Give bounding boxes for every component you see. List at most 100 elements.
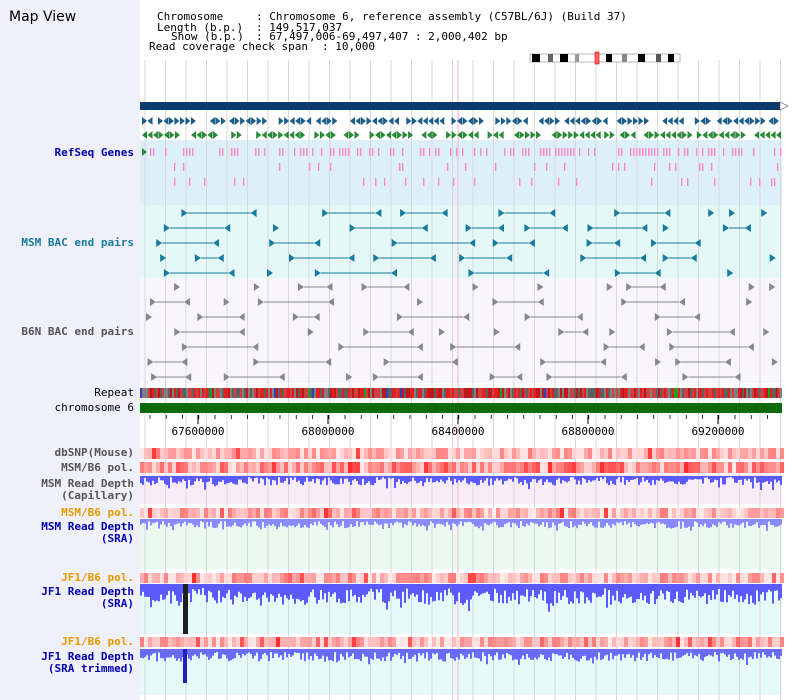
depth-bar [580, 476, 582, 485]
heat-cell [196, 462, 200, 473]
repeat-segment [608, 388, 610, 398]
depth-bar [294, 649, 296, 653]
depth-bar [656, 519, 658, 523]
depth-bar [572, 584, 574, 604]
repeat-segment [762, 388, 764, 398]
repeat-segment [368, 388, 370, 398]
depth-bar [628, 476, 630, 483]
depth-bar [566, 476, 568, 483]
chromosome-ideogram [529, 51, 681, 65]
repeat-segment [576, 388, 578, 398]
heat-cell [632, 448, 636, 459]
heat-cell [400, 448, 404, 459]
depth-bar [604, 476, 606, 478]
heat-cell [444, 462, 448, 473]
heat-cell [332, 573, 336, 583]
msm-bac-end-pairs-label[interactable]: MSM BAC end pairs [21, 236, 134, 249]
depth-bar [432, 649, 434, 654]
depth-bar [146, 519, 148, 530]
depth-bar [512, 584, 514, 594]
refseq-pink-tick [714, 178, 716, 186]
show-value: : 67,497,006-69,497,407 : 2,000,402 bp [256, 30, 508, 43]
repeat-segment [364, 388, 366, 398]
heat-cell [560, 462, 564, 473]
msm-b6-pol-sra-label[interactable]: MSM/B6 pol. [61, 506, 134, 519]
jf1-read-depth-trimmed-label-2[interactable]: (SRA trimmed) [47, 662, 134, 675]
heat-cell [192, 573, 196, 583]
repeat-segment [568, 388, 570, 398]
depth-bar [670, 649, 672, 653]
dbsnp-label[interactable]: dbSNP(Mouse) [54, 446, 134, 459]
depth-bar [624, 476, 626, 485]
heat-cell [756, 508, 760, 518]
depth-bar [388, 476, 390, 478]
refseq-pink-tick [330, 148, 332, 156]
depth-bar [324, 584, 326, 594]
repeat-segment [630, 388, 632, 398]
heat-cell [444, 448, 448, 459]
depth-bar [196, 476, 198, 479]
depth-bar [616, 476, 618, 479]
depth-bar [144, 584, 146, 597]
repeat-segment [210, 388, 212, 398]
depth-bar [458, 476, 460, 481]
heat-cell [636, 462, 640, 473]
heat-cell [668, 448, 672, 459]
refseq-gene-glyph [738, 117, 744, 125]
refseq-gene-glyph [511, 117, 517, 125]
repeat-segment [150, 388, 152, 398]
depth-bar [440, 649, 442, 660]
depth-bar [766, 519, 768, 531]
depth-bar [370, 476, 372, 485]
heat-cell [296, 573, 300, 583]
depth-bar [436, 584, 438, 593]
depth-bar [238, 584, 240, 592]
refseq-gene-glyph [355, 117, 361, 125]
depth-bar [480, 476, 482, 480]
refseq-pink-tick [654, 148, 656, 156]
repeat-segment [326, 388, 328, 398]
heat-cell [572, 573, 576, 583]
heat-cell [572, 508, 576, 518]
msm-read-depth-sra-label-1[interactable]: MSM Read Depth [41, 520, 134, 533]
jf1-read-depth-trimmed-label-1[interactable]: JF1 Read Depth [41, 650, 134, 663]
refseq-genes-label[interactable]: RefSeq Genes [54, 146, 134, 159]
bac-end-glyph [694, 313, 701, 321]
refseq-gene-glyph [733, 117, 739, 125]
repeat-segment [236, 388, 238, 398]
heat-cell [312, 508, 316, 518]
jf1-read-depth-sra-label-2[interactable]: (SRA) [100, 597, 134, 610]
msm-read-depth-capillary-label-1[interactable]: MSM Read Depth [41, 477, 134, 490]
heat-cell [364, 448, 368, 459]
depth-bar [750, 649, 752, 657]
heat-cell [696, 448, 700, 459]
depth-bar [664, 519, 666, 525]
msm-read-depth-sra-label-2[interactable]: (SRA) [100, 532, 134, 545]
b6n-bac-end-pairs-label[interactable]: B6N BAC end pairs [21, 325, 134, 338]
bac-end-glyph [524, 313, 531, 321]
jf1-b6-pol-label[interactable]: JF1/B6 pol. [61, 571, 134, 584]
depth-bar [726, 519, 728, 526]
bac-end-glyph [181, 343, 188, 351]
bac-end-glyph [346, 373, 353, 381]
jf1-read-depth-sra-label-1[interactable]: JF1 Read Depth [41, 585, 134, 598]
depth-bar [350, 584, 352, 590]
depth-bar [534, 584, 536, 598]
refseq-gene-glyph [538, 117, 544, 125]
heat-cell [748, 462, 752, 473]
heat-cell [744, 573, 748, 583]
repeat-segment [338, 388, 340, 398]
depth-bar [408, 584, 410, 599]
msm-b6-pol-label[interactable]: MSM/B6 pol. [61, 461, 134, 474]
depth-bar [486, 584, 488, 592]
repeat-segment [268, 388, 270, 398]
msm-read-depth-capillary-label-2[interactable]: (Capillary) [61, 489, 134, 502]
refseq-gene-glyph [773, 117, 779, 125]
heat-cell [240, 508, 244, 518]
heat-cell [564, 637, 568, 647]
heat-cell [676, 573, 680, 583]
jf1-b6-pol-trimmed-label[interactable]: JF1/B6 pol. [61, 635, 134, 648]
heat-cell [456, 448, 460, 459]
depth-bar [390, 476, 392, 479]
